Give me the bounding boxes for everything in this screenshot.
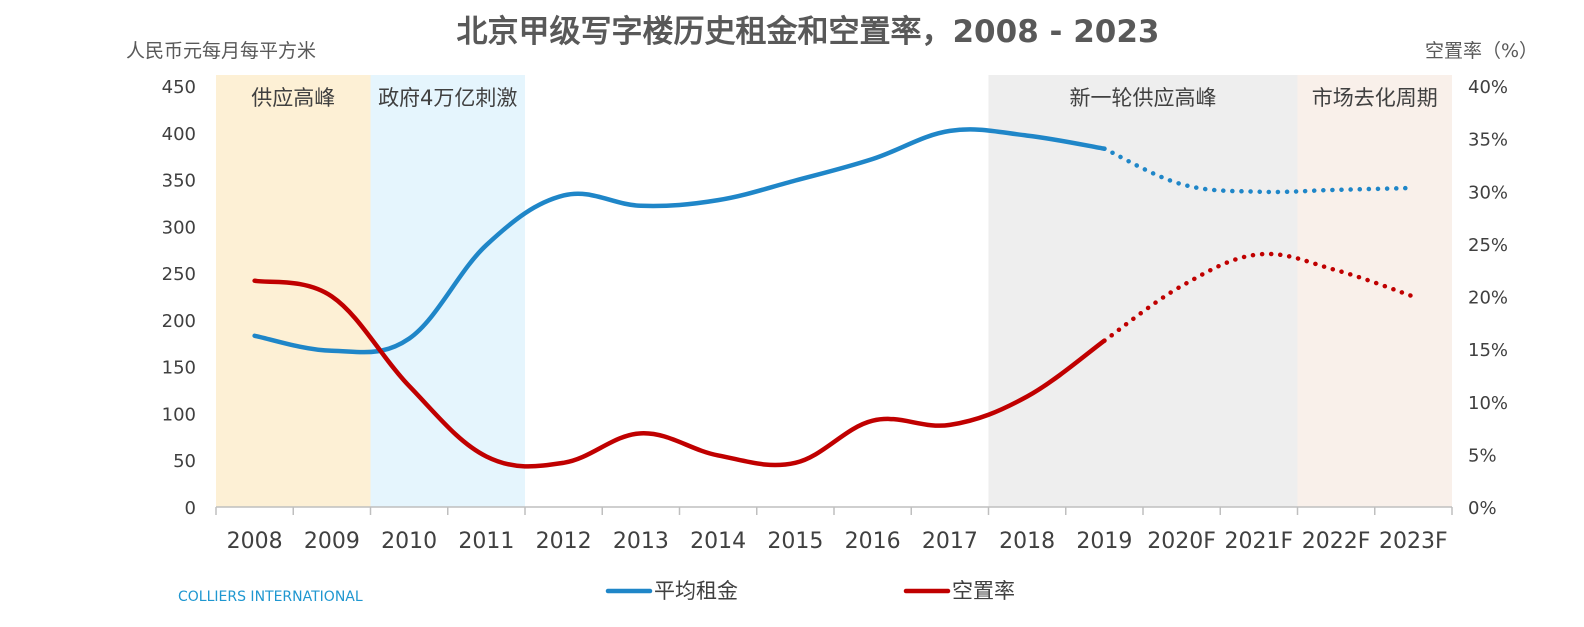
series-line-actual-2 bbox=[252, 278, 1107, 469]
y-right-tick-label: 35% bbox=[1468, 130, 1508, 151]
axes: 2008 2009 2010 2011 2012 2013 2014 2015 2016 2017… bbox=[162, 77, 1508, 554]
period-band-label: 新一轮供应高峰 bbox=[1070, 86, 1217, 110]
y-left-tick-label: 150 bbox=[162, 358, 196, 379]
chart-title: 北京甲级写字楼历史租金和空置率，2008 - 2023 bbox=[456, 14, 1159, 50]
x-tick-label: 2019 bbox=[1076, 529, 1132, 554]
x-tick-label: 2010 bbox=[381, 529, 437, 554]
period-band-4 bbox=[1297, 75, 1452, 507]
series-line-forecast-1 bbox=[1102, 146, 1416, 195]
y-right-tick-label: 0% bbox=[1468, 498, 1497, 519]
x-tick-label: 2020F bbox=[1147, 529, 1216, 554]
x-tick-label: 2021F bbox=[1225, 529, 1294, 554]
x-tick-label: 2017 bbox=[922, 529, 978, 554]
x-tick-label: 2015 bbox=[767, 529, 823, 554]
x-tick-label: 2013 bbox=[613, 529, 669, 554]
legend-label: 空置率 bbox=[952, 579, 1015, 603]
x-tick-label: 2022F bbox=[1302, 529, 1371, 554]
period-band-3 bbox=[988, 75, 1298, 507]
y-right-tick-label: 40% bbox=[1468, 77, 1508, 98]
x-tick-label: 2023F bbox=[1379, 529, 1448, 554]
y-right-tick-label: 30% bbox=[1468, 182, 1508, 203]
period-bands: 供应高峰 政府4万亿刺激 新一轮供应高峰 市场去化周期 bbox=[216, 75, 1452, 507]
period-band-label: 市场去化周期 bbox=[1312, 86, 1438, 110]
left-axis-unit: 人民币元每月每平方米 bbox=[126, 40, 316, 62]
period-band-label: 供应高峰 bbox=[251, 86, 335, 110]
right-axis-unit: 空置率（%） bbox=[1425, 40, 1538, 62]
y-right-tick-label: 10% bbox=[1468, 393, 1508, 414]
y-left-tick-label: 300 bbox=[162, 217, 196, 238]
source-note: COLLIERS INTERNATIONAL bbox=[178, 589, 363, 605]
y-left-tick-label: 50 bbox=[173, 451, 196, 472]
y-right-tick-label: 15% bbox=[1468, 340, 1508, 361]
y-left-tick-label: 0 bbox=[185, 498, 196, 519]
x-tick-label: 2014 bbox=[690, 529, 746, 554]
x-tick-label: 2012 bbox=[536, 529, 592, 554]
y-left-tick-label: 100 bbox=[162, 404, 196, 425]
x-tick-label: 2018 bbox=[999, 529, 1055, 554]
series-line-forecast-2 bbox=[1102, 251, 1416, 343]
y-left-tick-label: 400 bbox=[162, 124, 196, 145]
series-line-actual-1 bbox=[252, 127, 1107, 355]
y-right-tick-label: 20% bbox=[1468, 288, 1508, 309]
y-left-tick-label: 350 bbox=[162, 171, 196, 192]
period-band-label: 政府4万亿刺激 bbox=[378, 86, 517, 110]
period-band-1 bbox=[216, 75, 371, 507]
series-lines bbox=[252, 127, 1416, 469]
y-left-tick-label: 250 bbox=[162, 264, 196, 285]
y-left-tick-label: 200 bbox=[162, 311, 196, 332]
y-right-tick-label: 25% bbox=[1468, 235, 1508, 256]
x-tick-label: 2008 bbox=[227, 529, 283, 554]
x-tick-label: 2009 bbox=[304, 529, 360, 554]
y-right-tick-label: 5% bbox=[1468, 445, 1497, 466]
y-left-tick-label: 450 bbox=[162, 77, 196, 98]
x-tick-label: 2011 bbox=[458, 529, 514, 554]
legend: 平均租金 空置率 bbox=[605, 579, 1015, 603]
legend-label: 平均租金 bbox=[654, 579, 738, 603]
x-tick-label: 2016 bbox=[845, 529, 901, 554]
